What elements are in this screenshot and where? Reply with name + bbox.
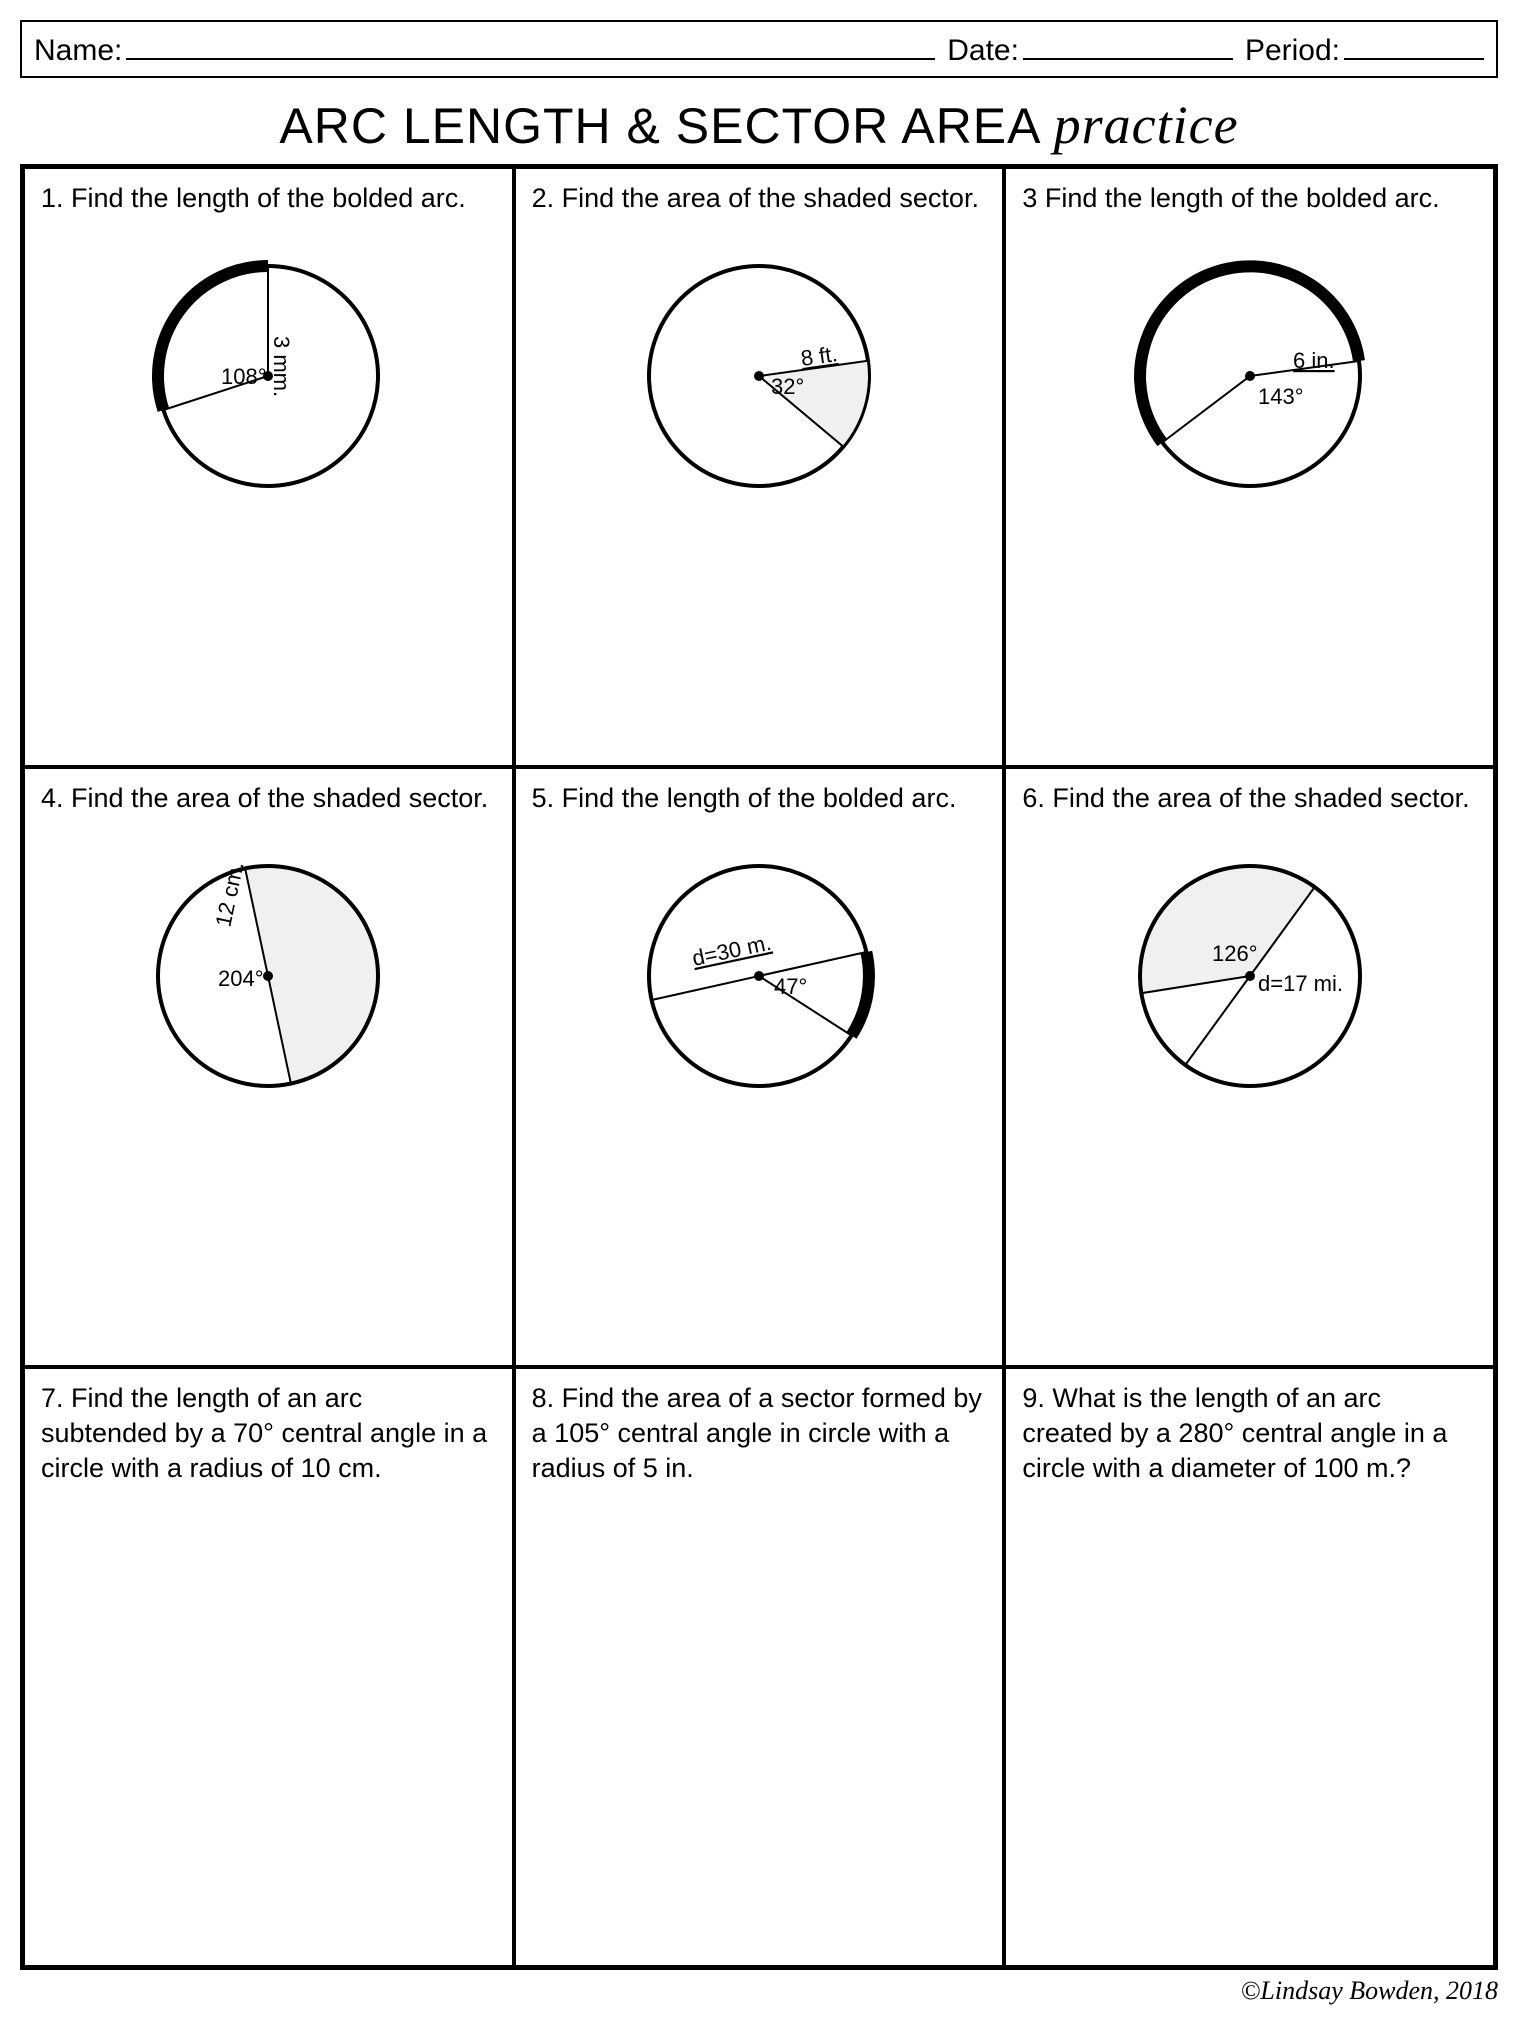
problem-3: 3 Find the length of the bolded arc. 143… — [1004, 167, 1495, 767]
problem-1-prompt: 1. Find the length of the bolded arc. — [41, 181, 496, 216]
date-label: Date: — [947, 34, 1019, 68]
p3-angle: 143° — [1258, 384, 1304, 409]
p1-radius: 3 mm. — [269, 336, 294, 397]
title-sub: practice — [1054, 95, 1239, 155]
p1-angle: 108° — [221, 364, 267, 389]
problem-3-prompt: 3 Find the length of the bolded arc. — [1022, 181, 1477, 216]
period-label: Period: — [1245, 34, 1340, 68]
problem-6-diagram: 126° d=17 mi. — [1022, 826, 1477, 1126]
problem-9-prompt: 9. What is the length of an arc created … — [1022, 1381, 1477, 1486]
problem-4: 4. Find the area of the shaded sector. 2… — [23, 767, 514, 1367]
footer: ©Lindsay Bowden, 2018 — [20, 1976, 1498, 2006]
name-blank[interactable] — [126, 30, 935, 60]
p4-radius: 12 cm. — [211, 859, 249, 929]
header-box: Name: Date: Period: — [20, 20, 1498, 78]
problem-4-prompt: 4. Find the area of the shaded sector. — [41, 781, 496, 816]
problem-8: 8. Find the area of a sector formed by a… — [514, 1367, 1005, 1967]
period-blank[interactable] — [1344, 30, 1484, 60]
p2-angle: 32° — [771, 374, 804, 399]
problem-grid: 1. Find the length of the bolded arc. 10… — [20, 164, 1498, 1970]
problem-2: 2. Find the area of the shaded sector. 3… — [514, 167, 1005, 767]
problem-6: 6. Find the area of the shaded sector. 1… — [1004, 767, 1495, 1367]
p5-radius: d=30 m. — [690, 930, 774, 971]
p5-angle: 47° — [774, 974, 807, 999]
p2-radius: 8 ft. — [799, 341, 839, 371]
problem-2-prompt: 2. Find the area of the shaded sector. — [532, 181, 987, 216]
problem-1: 1. Find the length of the bolded arc. 10… — [23, 167, 514, 767]
problem-8-prompt: 8. Find the area of a sector formed by a… — [532, 1381, 987, 1486]
problem-7: 7. Find the length of an arc subtended b… — [23, 1367, 514, 1967]
problem-4-diagram: 204° 12 cm. — [41, 826, 496, 1126]
problem-1-diagram: 108° 3 mm. — [41, 226, 496, 526]
problem-5-diagram: 47° d=30 m. — [532, 826, 987, 1126]
problem-5-prompt: 5. Find the length of the bolded arc. — [532, 781, 987, 816]
problem-7-prompt: 7. Find the length of an arc subtended b… — [41, 1381, 496, 1486]
date-blank[interactable] — [1023, 30, 1233, 60]
p6-radius: d=17 mi. — [1258, 971, 1343, 996]
problem-6-prompt: 6. Find the area of the shaded sector. — [1022, 781, 1477, 816]
p3-radius: 6 in. — [1293, 348, 1335, 373]
problem-3-diagram: 143° 6 in. — [1022, 226, 1477, 526]
problem-5: 5. Find the length of the bolded arc. 47… — [514, 767, 1005, 1367]
title-main: ARC LENGTH & SECTOR AREA — [279, 98, 1038, 154]
problem-2-diagram: 32° 8 ft. — [532, 226, 987, 526]
page-title: ARC LENGTH & SECTOR AREA practice — [20, 94, 1498, 156]
p6-angle: 126° — [1212, 941, 1258, 966]
name-label: Name: — [34, 34, 122, 68]
p4-angle: 204° — [218, 966, 264, 991]
problem-9: 9. What is the length of an arc created … — [1004, 1367, 1495, 1967]
